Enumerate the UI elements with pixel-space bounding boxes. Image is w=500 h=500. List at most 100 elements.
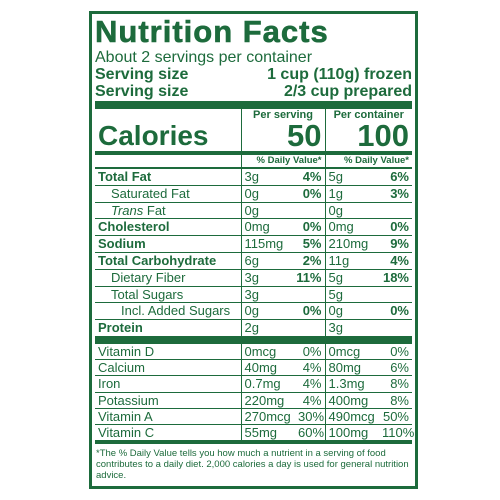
blank <box>95 155 241 167</box>
nutrient-row: Total Sugars 3g 5g <box>95 285 412 303</box>
footnote: *The % Daily Value tells you how much a … <box>96 448 409 482</box>
per-serving-cell: Per serving 50 <box>240 109 325 151</box>
nutrient-name-text: Iron <box>98 376 121 392</box>
serving-label: Serving size <box>95 83 189 100</box>
nutrient-row: Saturated Fat 0g 0% 1g 3% <box>95 184 412 203</box>
calories-row: Calories Per serving 50 Per container 100 <box>95 109 412 151</box>
nutrient-row: Sodium 115mg 5% 210mg 9% <box>95 235 412 253</box>
nutrient-name: Potassium <box>95 391 241 409</box>
amount: 490mcg <box>324 407 379 425</box>
nutrient-name-text: Total Sugars <box>111 286 184 302</box>
amount: 0mcg <box>240 342 295 360</box>
nutrient-name: Total Fat <box>95 168 241 186</box>
serving-value: 1 cup (110g) frozen <box>267 66 412 83</box>
amount: 0g <box>240 302 287 320</box>
nutrient-row: Cholesterol 0mg 0% 0mg 0% <box>95 218 412 236</box>
rule <box>95 167 412 168</box>
daily-value: 4% <box>295 391 325 409</box>
nutrient-row: Iron 0.7mg 4% 1.3mg 8% <box>95 375 412 393</box>
nutrient-row: Dietary Fiber 3g 11% 5g 18% <box>95 268 412 287</box>
daily-value <box>287 201 325 219</box>
nutrient-name-text: Total Fat <box>98 169 152 184</box>
amount: 0mcg <box>324 342 379 360</box>
amount: 220mg <box>240 391 295 409</box>
nutrient-name-text: Vitamin C <box>98 424 155 440</box>
calories-cell: Calories <box>95 109 241 151</box>
amount: 3g <box>324 319 371 336</box>
nutrient-name-text: Potassium <box>98 392 159 408</box>
servings: About 2 servings per container <box>95 49 313 66</box>
nutrient-name-text: Dietary Fiber <box>111 269 186 285</box>
per-container-cell: Per container 100 <box>324 109 412 151</box>
amount: 0g <box>324 201 371 219</box>
daily-value: 4% <box>295 375 325 393</box>
nutrient-row: Trans Fat 0g 0g <box>95 201 412 219</box>
daily-value: 2% <box>287 251 325 270</box>
serving-value: 2/3 cup prepared <box>283 83 412 100</box>
daily-value <box>371 285 412 303</box>
amount: 0g <box>324 302 371 320</box>
nutrient-row: Vitamin D 0mcg 0% 0mcg 0% <box>95 342 412 360</box>
amount: 0g <box>240 201 287 219</box>
daily-value: 0% <box>379 342 412 360</box>
daily-value: 30% <box>295 407 325 425</box>
nutrient-name-text: Total Carbohydrate <box>98 252 217 268</box>
daily-value: 0% <box>287 184 325 203</box>
daily-value: 18% <box>371 268 412 287</box>
nutrient-name-text: Cholesterol <box>98 219 170 235</box>
daily-value: 3% <box>371 184 412 203</box>
dv-header: % Daily Value* <box>240 155 325 167</box>
daily-value: 6% <box>371 168 412 186</box>
amount: 5g <box>324 168 371 186</box>
nutrient-name: Protein <box>95 319 241 336</box>
nutrient-name-italic: Trans <box>111 202 144 218</box>
calories-table: Calories Per serving 50 Per container 100 <box>95 109 412 151</box>
amount: 0mg <box>240 218 287 236</box>
nutrient-name: Total Carbohydrate <box>95 251 241 270</box>
dv-header-row: % Daily Value*% Daily Value* <box>95 155 412 167</box>
nutrient-name-text: Saturated Fat <box>111 185 190 201</box>
nutrient-name-text: Vitamin D <box>98 343 155 359</box>
amount: 1.3mg <box>324 375 379 393</box>
nutrient-row: Total Carbohydrate 6g 2% 11g 4% <box>95 251 412 270</box>
daily-value: 4% <box>371 251 412 270</box>
daily-value: 8% <box>379 391 412 409</box>
daily-value: 0% <box>371 218 412 236</box>
nutrient-name-text: Fat <box>146 202 166 218</box>
serving-size: Serving size 2/3 cup prepared <box>95 83 412 100</box>
amount: 80mg <box>324 359 379 376</box>
daily-value: 5% <box>287 235 325 253</box>
amount: 210mg <box>324 235 371 253</box>
amount: 5g <box>324 285 371 303</box>
nutrient-name: Calcium <box>95 359 241 376</box>
amount: 3g <box>240 168 287 186</box>
thick-bar <box>95 335 412 343</box>
daily-value: 110% <box>379 423 414 441</box>
daily-value: 50% <box>379 407 412 425</box>
daily-value: 6% <box>379 359 412 376</box>
amount: 0.7mg <box>240 375 295 393</box>
amount: 2g <box>240 319 287 336</box>
nutrition-label: Nutrition Facts About 2 servings per con… <box>89 11 418 489</box>
nutrient-name-text: Calcium <box>98 360 145 376</box>
daily-value: 0% <box>295 342 325 360</box>
amount: 5g <box>324 268 371 287</box>
column-header: Per container <box>333 109 404 121</box>
amount: 400mg <box>324 391 379 409</box>
nutrient-name: Cholesterol <box>95 218 241 236</box>
daily-value <box>371 201 412 219</box>
amount: 6g <box>240 251 287 270</box>
nutrient-name-text: Protein <box>98 320 143 336</box>
daily-value: 0% <box>371 302 412 320</box>
nutrient-name-text: Vitamin A <box>98 408 153 424</box>
amount: 3g <box>240 268 287 287</box>
nutrient-name-text: Incl. Added Sugars <box>121 303 231 319</box>
nutrient-row: Protein 2g 3g <box>95 319 412 336</box>
nutrient-name: Trans Fat <box>95 201 241 219</box>
daily-value <box>287 319 325 336</box>
amount: 115mg <box>240 235 287 253</box>
title: Nutrition Facts <box>95 14 329 49</box>
daily-value: 11% <box>287 268 325 287</box>
serving-size: Serving size 1 cup (110g) frozen <box>95 66 412 83</box>
nutrient-name: Dietary Fiber <box>95 268 241 287</box>
